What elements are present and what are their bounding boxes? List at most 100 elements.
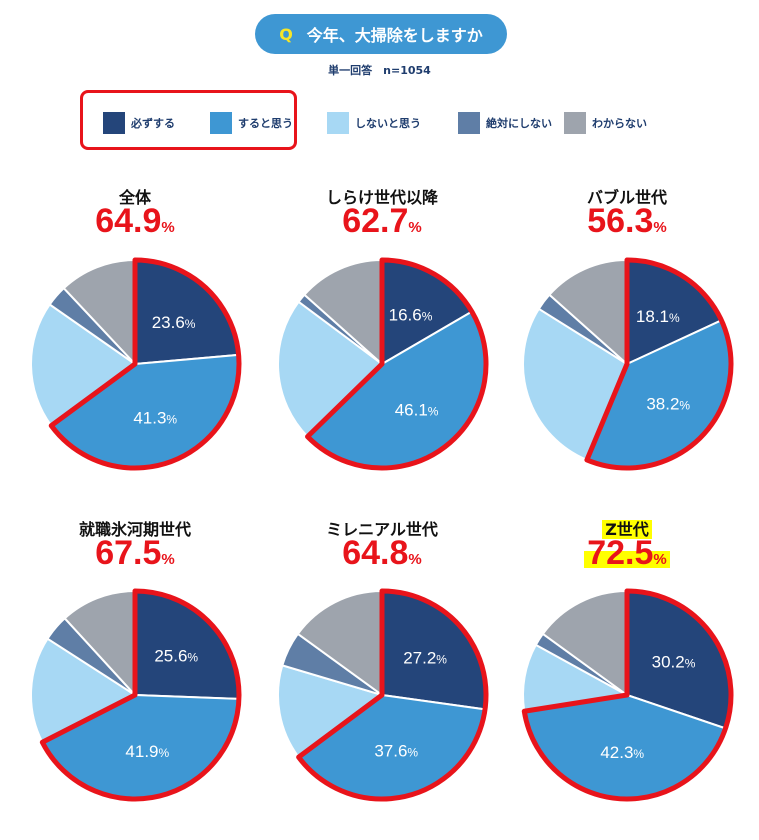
- legend-swatch: [210, 112, 232, 134]
- slice-label: 27.2%: [403, 648, 447, 667]
- slice-value: 16.6: [389, 305, 422, 324]
- slice-value: 27.2: [403, 648, 436, 667]
- slice-label: 38.2%: [646, 395, 690, 414]
- slice-value: 30.2: [652, 653, 685, 672]
- pie-chart: 30.2%42.3%: [521, 588, 734, 802]
- chart-title: ミレニアル世代: [262, 516, 502, 540]
- pie-slice: [63, 589, 136, 698]
- slice-value: 41.9: [125, 742, 158, 761]
- total-value: 64.8: [342, 534, 409, 572]
- total-value: 64.9: [95, 202, 162, 240]
- total-value: 62.7: [342, 202, 409, 240]
- chart-title: しらけ世代以降: [262, 184, 502, 208]
- chart-total: 72.5%: [507, 534, 747, 573]
- slice-value: 41.3: [133, 409, 166, 428]
- legend-swatch: [103, 112, 125, 134]
- q-icon: Q: [279, 24, 293, 44]
- chart-total: 64.8%: [262, 534, 502, 573]
- highlight-outline: [305, 257, 489, 471]
- total-percent-sign: %: [161, 219, 175, 236]
- pie-slice: [277, 300, 384, 439]
- slice-percent-sign: %: [428, 405, 439, 419]
- highlight-outline: [39, 588, 242, 802]
- slice-label: 37.6%: [374, 741, 418, 760]
- question-text: 今年、大掃除をしますか: [306, 26, 483, 45]
- slice-value: 38.2: [646, 395, 679, 414]
- legend-swatch: [564, 112, 586, 134]
- legend-label: わからない: [592, 117, 647, 130]
- pie-slice: [548, 258, 628, 367]
- slice-percent-sign: %: [407, 745, 418, 759]
- highlight-outline: [521, 588, 734, 802]
- legend-swatch: [458, 112, 480, 134]
- slice-label: 30.2%: [652, 653, 696, 672]
- pie-slice: [30, 637, 138, 744]
- pie-slice: [541, 589, 628, 697]
- total-wrap: 72.5%: [584, 534, 670, 572]
- legend-label: 必ずする: [131, 117, 175, 130]
- pie-chart: 27.2%37.6%: [277, 588, 489, 802]
- chart-title-text: バブル世代: [586, 188, 667, 207]
- chart-title: 全体: [15, 184, 255, 208]
- chart-title-text: 就職氷河期世代: [78, 520, 191, 539]
- slice-percent-sign: %: [422, 309, 433, 323]
- slice-percent-sign: %: [166, 413, 177, 427]
- legend-highlight-box: [80, 90, 297, 150]
- sample-note: 単一回答 n=1054: [328, 64, 431, 77]
- total-wrap: 56.3%: [587, 202, 667, 240]
- slice-label: 23.6%: [152, 313, 196, 332]
- slice-percent-sign: %: [685, 657, 696, 671]
- slice-value: 42.3: [600, 743, 633, 762]
- total-percent-sign: %: [653, 551, 667, 568]
- pie-slice: [30, 303, 137, 428]
- chart-title-text: 全体: [118, 188, 151, 207]
- pie-chart: 25.6% 41.9%: [30, 588, 242, 802]
- chart-title-text: Z世代: [602, 520, 652, 539]
- legend-item: しないと思う: [327, 112, 421, 134]
- chart-title: バブル世代: [507, 184, 747, 208]
- slice-percent-sign: %: [633, 747, 644, 761]
- highlight-outline: [296, 588, 489, 802]
- pie-slice: [296, 589, 383, 697]
- total-percent-sign: %: [161, 551, 175, 568]
- chart-title-text: しらけ世代以降: [325, 188, 438, 207]
- total-wrap: 64.9%: [95, 202, 175, 240]
- pie-slice: [303, 258, 383, 367]
- slice-percent-sign: %: [669, 311, 680, 325]
- total-wrap: 62.7%: [342, 202, 422, 240]
- slice-label: 18.1%: [636, 307, 680, 326]
- total-wrap: 67.5%: [95, 534, 175, 572]
- slice-label: 41.9%: [125, 742, 169, 761]
- total-percent-sign: %: [408, 551, 422, 568]
- slice-value: 37.6: [374, 741, 407, 760]
- slice-label: 41.3%: [133, 409, 177, 428]
- total-value: 56.3: [587, 202, 654, 240]
- highlight-outline: [584, 257, 734, 471]
- legend-item: 必ずする: [103, 112, 175, 134]
- total-percent-sign: %: [653, 219, 667, 236]
- legend-swatch: [327, 112, 349, 134]
- slice-percent-sign: %: [187, 650, 198, 664]
- pie-slice: [62, 258, 136, 367]
- slice-percent-sign: %: [436, 652, 447, 666]
- chart-title: Z世代: [507, 516, 747, 540]
- slice-label: 42.3%: [600, 743, 644, 762]
- slice-value: 46.1: [395, 401, 428, 420]
- chart-total: 67.5%: [15, 534, 255, 573]
- chart-total: 56.3%: [507, 202, 747, 241]
- legend-item: すると思う: [210, 112, 293, 134]
- chart-title-text: ミレニアル世代: [326, 520, 438, 539]
- slice-label: 46.1%: [395, 401, 439, 420]
- total-value: 72.5: [587, 534, 654, 572]
- slice-label: 25.6%: [154, 646, 198, 665]
- slice-value: 18.1: [636, 307, 669, 326]
- pie-chart: 18.1% 38.2%: [522, 257, 734, 471]
- question-banner: Q 今年、大掃除をしますか: [255, 14, 507, 54]
- chart-total: 64.9%: [15, 202, 255, 241]
- pie-slice: [277, 664, 385, 759]
- total-wrap: 64.8%: [342, 534, 422, 572]
- chart-total: 62.7%: [262, 202, 502, 241]
- legend-item: わからない: [564, 112, 647, 134]
- slice-percent-sign: %: [159, 746, 170, 760]
